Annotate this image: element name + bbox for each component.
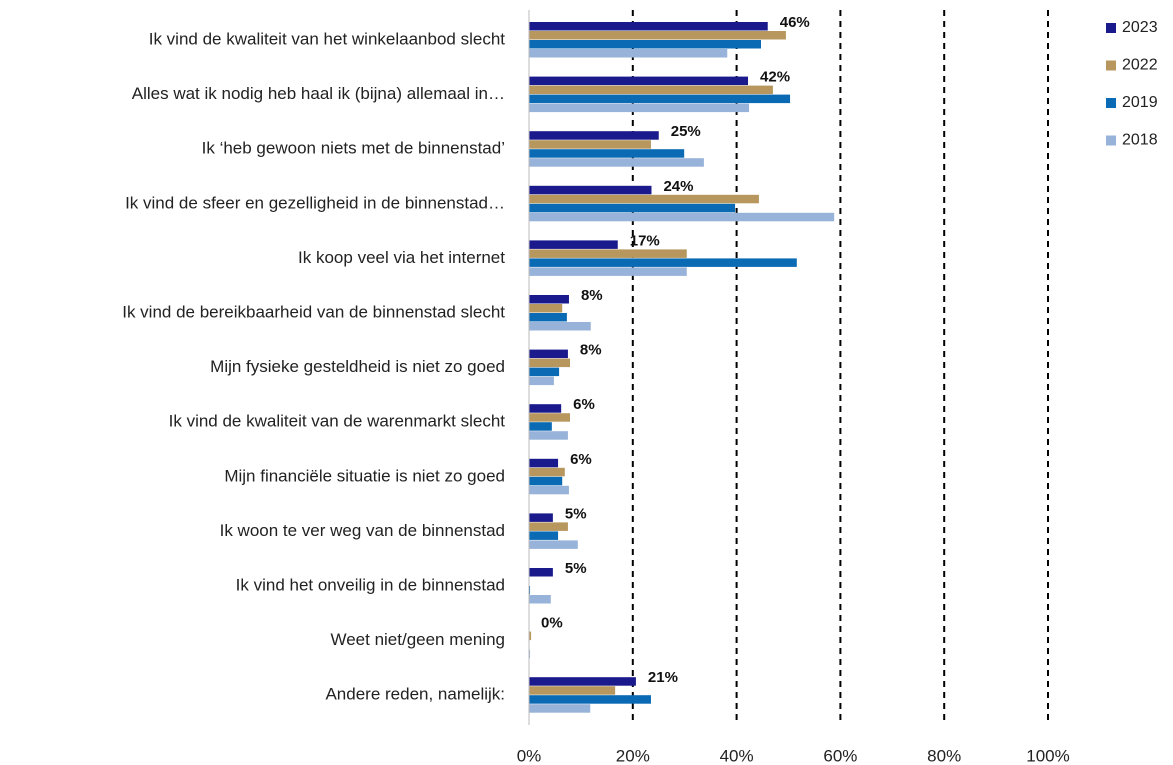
data-label: 42% — [760, 69, 790, 86]
bar — [529, 22, 768, 31]
data-label: 8% — [580, 342, 602, 359]
y-tick-label: Mijn financiële situatie is niet zo goed — [224, 466, 505, 485]
bar — [529, 404, 562, 413]
x-tick-label: 60% — [823, 746, 857, 765]
bar — [529, 695, 651, 704]
bar — [529, 686, 616, 695]
x-tick-label: 0% — [517, 746, 542, 765]
data-label: 46% — [780, 14, 810, 31]
bar — [529, 649, 531, 659]
y-tick-label: Ik vind de sfeer en gezelligheid in de b… — [125, 193, 505, 212]
bar — [529, 194, 759, 204]
bar — [529, 467, 565, 477]
bar — [529, 422, 552, 431]
legend-swatch — [1106, 60, 1116, 71]
bar — [529, 413, 571, 422]
bar — [529, 140, 651, 149]
bar — [529, 212, 835, 222]
bar — [529, 531, 559, 540]
bar — [529, 631, 532, 641]
bar — [529, 313, 567, 322]
bar — [529, 149, 685, 158]
data-label: 8% — [581, 287, 603, 304]
data-label: 0% — [541, 615, 563, 632]
bar — [529, 103, 750, 113]
data-label: 24% — [663, 178, 693, 195]
bar — [529, 704, 591, 713]
y-tick-label: Ik vind de kwaliteit van de warenmarkt s… — [169, 412, 506, 431]
data-label: 6% — [570, 451, 592, 468]
bar — [529, 304, 563, 313]
y-tick-label: Ik woon te ver weg van de binnenstad — [220, 521, 505, 540]
data-label: 17% — [630, 232, 660, 249]
y-tick-label: Ik koop veel via het internet — [298, 248, 505, 267]
y-tick-label: Weet niet/geen mening — [330, 630, 505, 649]
bar — [529, 258, 797, 267]
data-label: 6% — [573, 396, 595, 413]
data-label: 21% — [648, 669, 678, 686]
bar — [529, 40, 761, 49]
bar — [529, 240, 618, 249]
bar — [529, 586, 531, 595]
bar — [529, 185, 652, 195]
legend-label: 2018 — [1122, 132, 1158, 149]
legend-swatch — [1106, 135, 1116, 146]
bar — [529, 367, 560, 377]
bar — [529, 203, 736, 213]
y-tick-label: Alles wat ik nodig heb haal ik (bijna) a… — [132, 84, 505, 103]
bar — [529, 267, 687, 276]
y-tick-label: Ik ‘heb gewoon niets met de binnenstad’ — [202, 139, 505, 158]
legend-swatch — [1106, 98, 1116, 108]
y-tick-label: Ik vind het onveilig in de binnenstad — [236, 575, 505, 594]
bar — [529, 94, 791, 104]
bar — [529, 31, 786, 40]
bar — [529, 349, 568, 359]
bar — [529, 568, 553, 577]
legend-label: 2023 — [1122, 19, 1158, 36]
x-tick-label: 100% — [1026, 746, 1069, 765]
bar — [529, 458, 559, 468]
bar — [529, 158, 704, 167]
data-label: 25% — [671, 123, 701, 140]
y-tick-label: Ik vind de kwaliteit van het winkelaanbo… — [149, 29, 506, 48]
bar — [529, 295, 569, 304]
bar — [529, 476, 563, 486]
bar — [529, 358, 571, 368]
y-tick-label: Ik vind de bereikbaarheid van de binnens… — [122, 302, 505, 321]
bar — [529, 431, 568, 440]
x-tick-label: 40% — [720, 746, 754, 765]
y-tick-label: Mijn fysieke gesteldheid is niet zo goed — [210, 357, 505, 376]
bar — [529, 376, 554, 386]
bar — [529, 131, 659, 140]
bar — [529, 540, 578, 549]
x-tick-label: 80% — [927, 746, 961, 765]
bar — [529, 485, 569, 495]
bar — [529, 522, 568, 531]
bar — [529, 85, 773, 95]
legend-label: 2022 — [1122, 57, 1158, 74]
bar — [529, 49, 728, 58]
y-tick-label: Andere reden, namelijk: — [325, 685, 505, 704]
x-tick-label: 20% — [616, 746, 650, 765]
bar — [529, 677, 636, 686]
data-label: 5% — [565, 560, 587, 577]
legend-swatch — [1106, 23, 1116, 33]
bar — [529, 595, 551, 604]
bar — [529, 76, 749, 86]
bar — [529, 513, 553, 522]
legend-label: 2019 — [1122, 94, 1158, 111]
data-label: 5% — [565, 505, 587, 522]
bar — [529, 249, 687, 258]
bar — [529, 322, 591, 331]
